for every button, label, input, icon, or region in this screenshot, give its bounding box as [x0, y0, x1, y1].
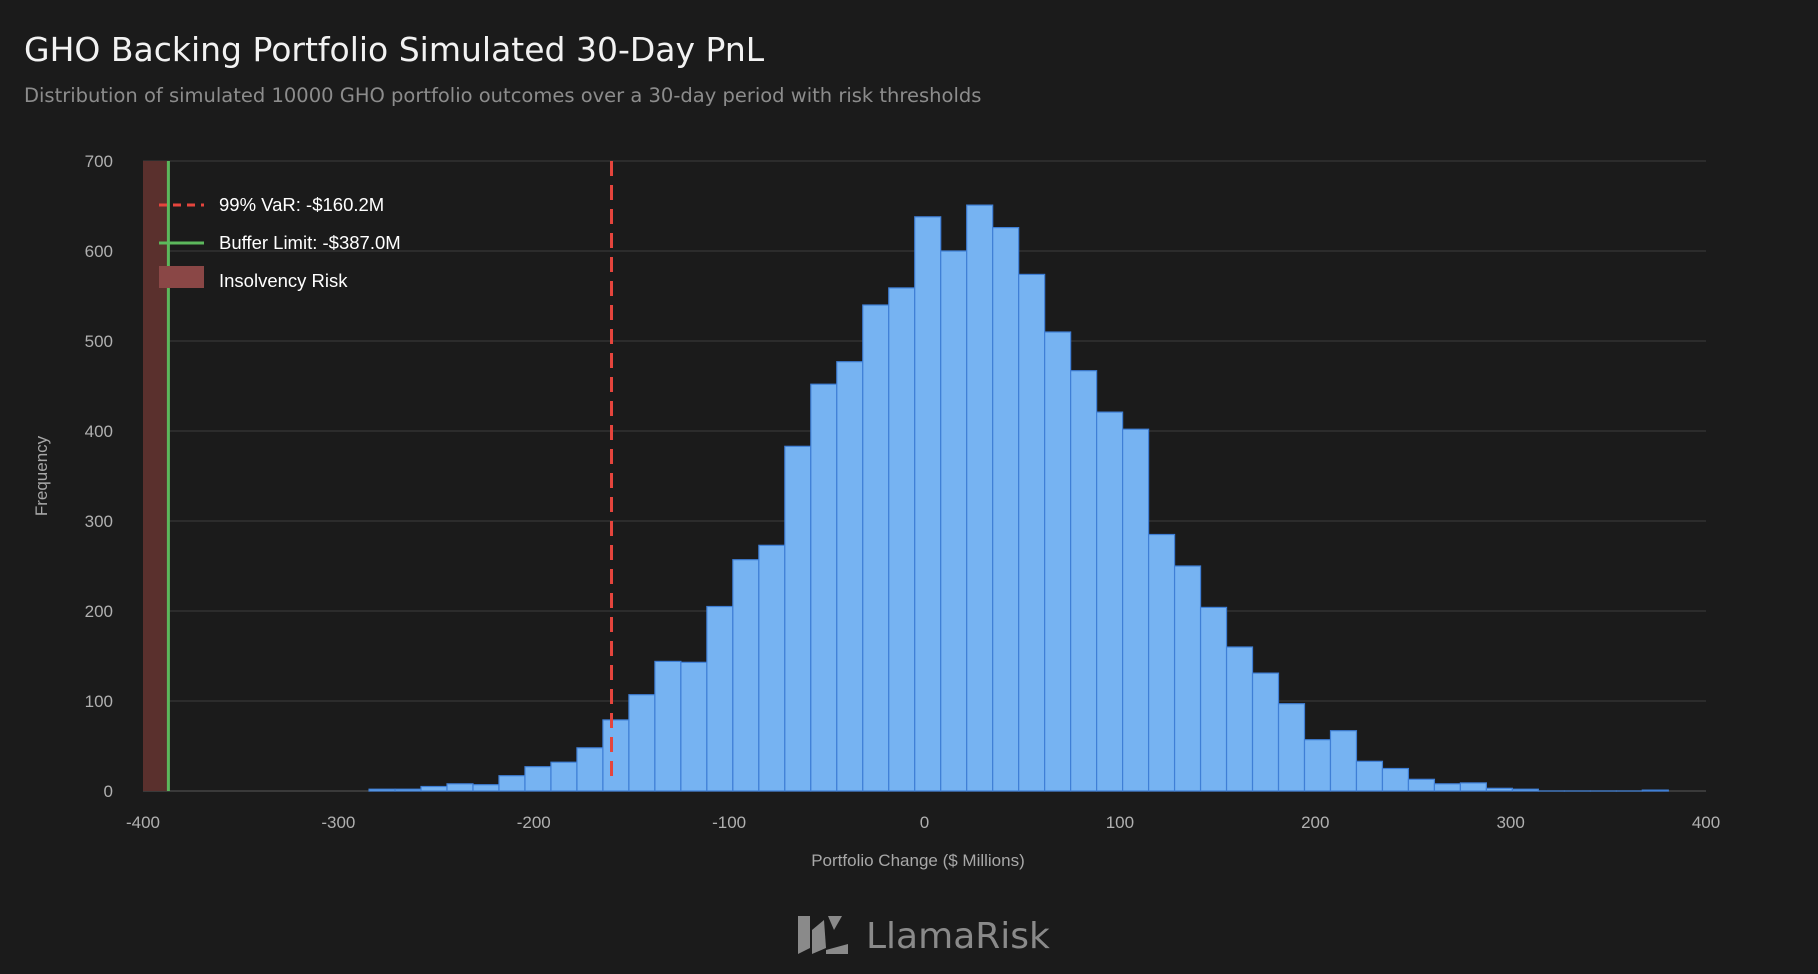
logo-text: LlamaRisk — [866, 916, 1050, 957]
histogram-bar — [1381, 767, 1410, 792]
x-tick-labels: -400 -300 -200 -100 0 100 200 300 400 — [126, 813, 1720, 832]
histogram-bar — [732, 559, 760, 792]
histogram-bar — [1173, 565, 1202, 792]
histogram-bar — [1459, 782, 1487, 792]
y-tick-label: 500 — [85, 332, 113, 351]
llamarisk-logo-icon — [798, 916, 848, 954]
histogram-bar — [602, 719, 630, 792]
histogram-bar — [550, 761, 578, 792]
histogram-bar — [1329, 730, 1358, 792]
histogram-bar — [1277, 703, 1306, 792]
x-tick-label: 300 — [1496, 813, 1524, 832]
histogram-bar — [706, 605, 734, 792]
histogram-bar — [394, 788, 422, 792]
x-tick-label: -100 — [712, 813, 746, 832]
x-tick-label: 100 — [1106, 813, 1134, 832]
histogram-bar — [1070, 370, 1098, 792]
legend-insolvency-label: Insolvency Risk — [219, 270, 348, 291]
histogram-bar — [784, 445, 812, 792]
histogram-bar — [628, 694, 656, 792]
histogram-bar — [1044, 331, 1072, 792]
histogram-bar — [472, 784, 500, 792]
y-tick-label: 400 — [85, 422, 113, 441]
histogram-bar — [888, 287, 916, 792]
x-tick-label: -400 — [126, 813, 160, 832]
histogram-bar — [446, 783, 474, 792]
histogram-bar — [1355, 760, 1384, 792]
y-axis-label: Frequency — [32, 435, 51, 516]
y-tick-label: 600 — [85, 242, 113, 261]
histogram-bar — [1199, 606, 1228, 792]
histogram-bar — [1122, 428, 1150, 792]
histogram-bar — [914, 216, 942, 792]
histogram-bar — [1303, 739, 1332, 792]
y-tick-label: 700 — [85, 152, 113, 171]
histogram-bar — [420, 785, 448, 792]
x-tick-label: 200 — [1301, 813, 1329, 832]
x-tick-label: 400 — [1692, 813, 1720, 832]
y-tick-label: 300 — [85, 512, 113, 531]
legend-insolvency-swatch — [159, 266, 204, 288]
histogram-bar — [576, 747, 604, 792]
histogram-bar — [992, 227, 1020, 792]
histogram-bar — [1225, 646, 1254, 792]
y-tick-label: 100 — [85, 692, 113, 711]
histogram-bar — [680, 661, 708, 792]
chart-title: GHO Backing Portfolio Simulated 30-Day P… — [24, 30, 765, 69]
histogram-bar — [1641, 789, 1669, 792]
y-tick-label: 0 — [104, 782, 113, 801]
y-tick-label: 200 — [85, 602, 113, 621]
histogram-bar — [654, 660, 682, 792]
histogram-bar — [862, 304, 890, 792]
histogram-bar — [1251, 672, 1280, 792]
histogram-bar — [1433, 783, 1462, 792]
legend-var-label: 99% VaR: -$160.2M — [219, 194, 384, 215]
histogram-bar — [836, 361, 864, 792]
bars-layer — [368, 204, 1669, 792]
insolvency-region — [143, 161, 169, 791]
histogram-bar — [1407, 778, 1436, 792]
histogram-bar — [966, 204, 994, 792]
y-tick-labels: 0 100 200 300 400 500 600 700 — [85, 152, 113, 801]
histogram-bar — [940, 250, 968, 792]
histogram-bar — [810, 383, 838, 792]
chart-subtitle: Distribution of simulated 10000 GHO port… — [24, 84, 982, 107]
insolvency-region-layer — [143, 161, 169, 791]
histogram-bar — [1485, 787, 1513, 792]
x-tick-label: 0 — [920, 813, 929, 832]
x-axis-label: Portfolio Change ($ Millions) — [811, 851, 1025, 870]
threshold-lines — [166, 161, 614, 791]
histogram-bar — [1096, 411, 1124, 792]
histogram-bar — [1147, 533, 1176, 792]
legend: 99% VaR: -$160.2M Buffer Limit: -$387.0M… — [159, 194, 401, 291]
legend-buffer-label: Buffer Limit: -$387.0M — [219, 232, 401, 253]
histogram-bar — [758, 544, 786, 792]
x-tick-label: -300 — [321, 813, 355, 832]
llamarisk-logo: LlamaRisk — [798, 916, 1050, 957]
histogram-bar — [1018, 273, 1046, 792]
histogram-bar — [498, 775, 526, 792]
histogram-bar — [368, 788, 396, 792]
histogram-bar — [524, 766, 552, 792]
histogram-bar — [1511, 788, 1539, 792]
x-tick-label: -200 — [517, 813, 551, 832]
